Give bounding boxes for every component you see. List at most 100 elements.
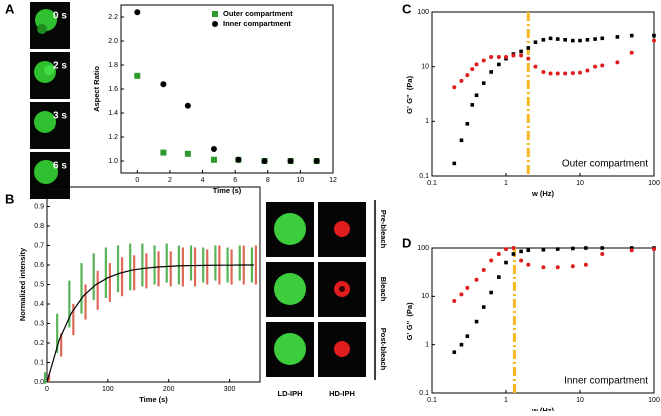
y-axis-label: Aspect Ratio xyxy=(92,66,101,112)
point xyxy=(489,55,494,60)
micrographs-b xyxy=(266,200,376,380)
x-tick-label: 0.1 xyxy=(427,180,437,187)
x-tick-label: 8 xyxy=(266,177,270,184)
point xyxy=(570,264,575,269)
point xyxy=(459,342,464,347)
y-tick-label: 10 xyxy=(421,293,429,300)
y-tick-label: 0.1 xyxy=(34,359,44,366)
point xyxy=(563,71,568,76)
x-tick-label: 0 xyxy=(135,177,139,184)
x-tick-label: 12 xyxy=(329,177,337,184)
panel-label: A xyxy=(5,1,15,16)
image-label: Bleach xyxy=(379,277,388,302)
point xyxy=(533,40,538,45)
point xyxy=(570,71,575,76)
point xyxy=(600,63,605,68)
point xyxy=(519,258,524,263)
point xyxy=(452,299,457,304)
point xyxy=(459,138,464,143)
point xyxy=(504,55,508,60)
legend-label: Outer compartment xyxy=(223,9,293,18)
point xyxy=(287,158,294,164)
point xyxy=(160,149,167,156)
image-label: 6 s xyxy=(53,161,67,172)
y-tick-label: 1.2 xyxy=(108,134,118,141)
x-axis-label: Time (s) xyxy=(139,395,168,404)
point xyxy=(526,56,531,61)
point xyxy=(134,9,141,16)
point xyxy=(497,275,501,279)
point xyxy=(555,71,560,76)
panel-label: B xyxy=(5,191,14,206)
point xyxy=(481,81,486,85)
y-tick-label: 0.9 xyxy=(34,203,44,210)
point xyxy=(615,60,620,65)
y-tick-label: 100 xyxy=(417,245,429,252)
point xyxy=(459,78,464,83)
point xyxy=(210,156,217,163)
legend-marker xyxy=(212,21,218,27)
point xyxy=(474,277,479,282)
point xyxy=(600,246,605,250)
point xyxy=(504,260,508,265)
y-tick-label: 1.0 xyxy=(108,158,118,165)
y-tick-label: 0.1 xyxy=(419,390,429,397)
point xyxy=(489,290,493,295)
point xyxy=(470,103,475,107)
y-tick-label: 1.8 xyxy=(108,62,118,69)
y-tick-label: 100 xyxy=(417,9,429,16)
x-tick-label: 200 xyxy=(163,386,175,393)
point xyxy=(313,158,320,164)
point xyxy=(629,50,634,55)
point xyxy=(184,150,191,157)
x-tick-label: 0 xyxy=(45,386,49,393)
point xyxy=(585,68,590,73)
point xyxy=(629,248,634,253)
y-tick-label: 0.2 xyxy=(34,340,44,347)
image-label: 2 s xyxy=(53,61,67,72)
point xyxy=(519,49,523,54)
point xyxy=(541,38,546,42)
y-axis-label-part: G' xyxy=(405,106,414,114)
point xyxy=(481,58,486,63)
point xyxy=(465,73,470,78)
image-column-label: LD-IPH xyxy=(278,389,303,398)
point xyxy=(571,38,575,43)
point xyxy=(548,36,553,41)
annotation: Outer compartment xyxy=(562,159,648,170)
point xyxy=(541,265,546,270)
x-tick-label: 1 xyxy=(504,397,508,404)
point xyxy=(519,249,523,254)
point xyxy=(452,161,457,166)
y-axis-label-part: (Pa) xyxy=(405,75,414,90)
x-tick-label: 4 xyxy=(201,177,205,184)
x-tick-label: 2 xyxy=(168,177,172,184)
point xyxy=(511,252,516,256)
point xyxy=(511,53,516,58)
annotation: Inner compartment xyxy=(564,376,648,387)
x-tick-label: 100 xyxy=(648,180,660,187)
y-tick-label: 1 xyxy=(425,342,429,349)
x-tick-label: 0.1 xyxy=(427,397,437,404)
y-tick-label: 1.4 xyxy=(108,110,118,117)
point xyxy=(474,62,479,67)
x-axis-label: w (Hz) xyxy=(531,406,555,411)
point xyxy=(541,69,546,74)
y-axis-label-part: G' xyxy=(405,332,414,340)
point xyxy=(184,102,191,109)
panel-label: D xyxy=(402,235,411,250)
point xyxy=(452,350,457,354)
point xyxy=(555,247,560,251)
point xyxy=(600,36,605,41)
y-tick-label: 1.0 xyxy=(34,184,44,191)
y-tick-label: 2.2 xyxy=(108,14,118,21)
y-axis-label: Normalized intensity xyxy=(18,247,27,321)
image-label: Pre-bleach xyxy=(379,210,388,249)
point xyxy=(629,33,634,38)
point xyxy=(511,246,516,250)
point xyxy=(497,62,501,67)
y-tick-label: 0.6 xyxy=(34,262,44,269)
point xyxy=(541,247,546,252)
point xyxy=(555,265,560,270)
y-tick-label: 2.0 xyxy=(108,38,118,45)
